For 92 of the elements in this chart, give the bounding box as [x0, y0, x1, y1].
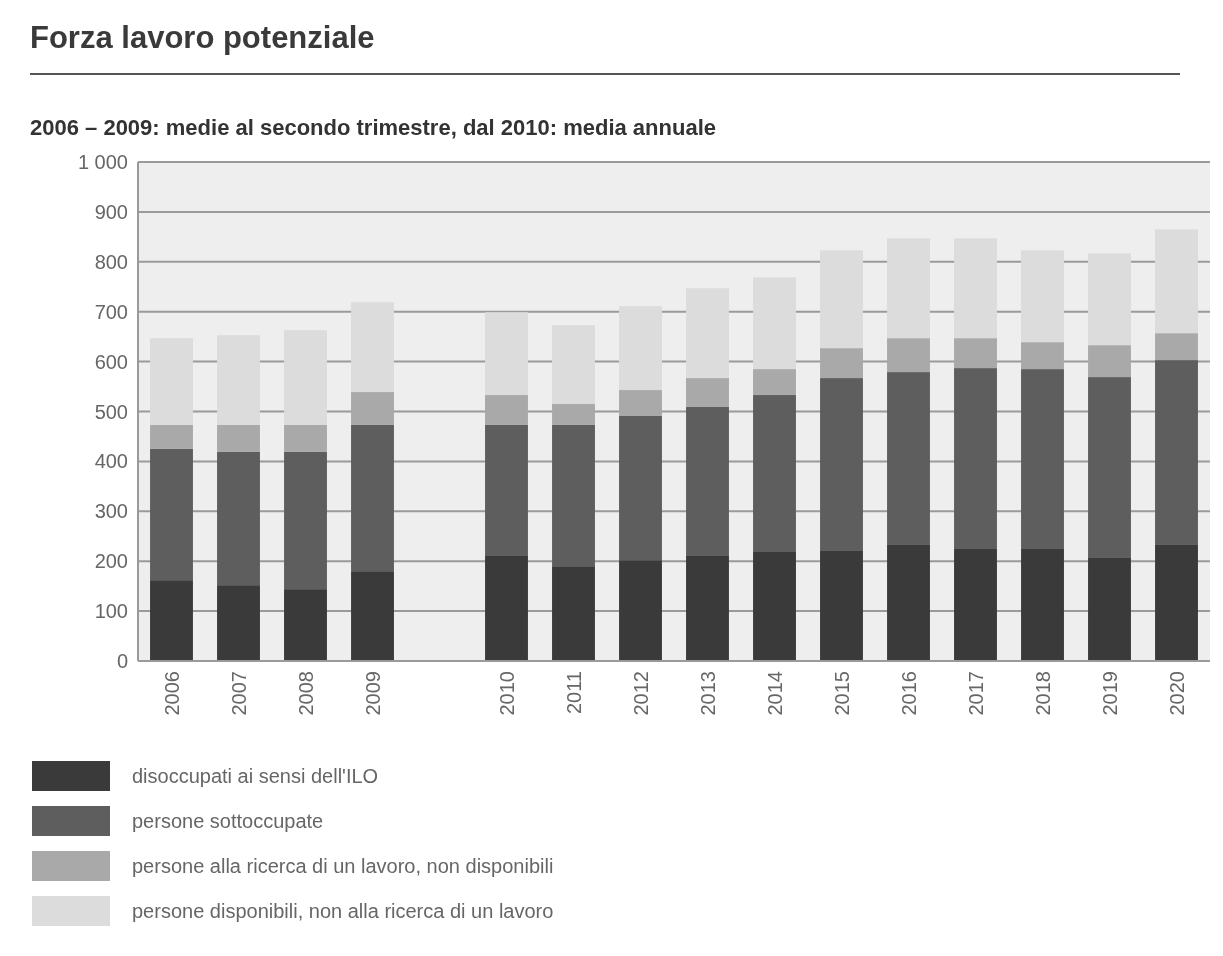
bar — [619, 306, 662, 391]
bar — [686, 407, 729, 556]
x-tick-label: 2014 — [763, 671, 786, 716]
x-tick-label: 2019 — [1098, 671, 1121, 716]
bar — [217, 424, 260, 452]
bar — [887, 338, 930, 373]
x-tick-label: 2008 — [294, 671, 317, 716]
bar — [351, 571, 394, 661]
bar — [485, 424, 528, 556]
x-tick-label: 2018 — [1031, 671, 1054, 716]
bar — [820, 348, 863, 379]
x-tick-label: 2013 — [696, 671, 719, 716]
bar — [485, 555, 528, 661]
bar — [887, 372, 930, 545]
x-tick-label: 2016 — [897, 671, 920, 716]
chart-title: Forza lavoro potenziale — [30, 20, 375, 55]
chart-subtitle: 2006 – 2009: medie al secondo trimestre, dal 2010: media annuale — [30, 115, 716, 140]
bar — [820, 378, 863, 551]
legend-label: persone alla ricerca di un lavoro, non disponibili — [132, 855, 554, 877]
y-tick-label: 200 — [94, 550, 128, 573]
bar — [1088, 345, 1131, 378]
bar — [1088, 253, 1131, 346]
x-tick-label: 2012 — [629, 671, 652, 716]
bar — [820, 550, 863, 661]
bar — [887, 238, 930, 339]
y-tick-label: 300 — [94, 500, 128, 523]
x-tick-label: 2011 — [562, 671, 585, 715]
y-tick-label: 100 — [94, 600, 128, 623]
bar — [954, 368, 997, 549]
bar — [284, 330, 327, 425]
x-tick-label: 2009 — [361, 671, 384, 716]
bar — [351, 392, 394, 425]
legend-label: persone disponibili, non alla ricerca di un lavoro — [132, 900, 554, 922]
bar — [1021, 548, 1064, 661]
bar — [820, 250, 863, 349]
bar — [1155, 333, 1198, 361]
legend-label: persone sottoccupate — [132, 810, 324, 832]
x-tick-label: 2015 — [830, 671, 853, 716]
x-tick-label: 2007 — [227, 671, 250, 716]
bar — [887, 544, 930, 661]
bar — [150, 424, 193, 449]
x-tick-label: 2020 — [1165, 671, 1188, 716]
bar — [217, 585, 260, 661]
x-tick-label: 2010 — [495, 671, 518, 716]
bar — [1021, 369, 1064, 549]
bar — [284, 424, 327, 452]
bar — [552, 424, 595, 567]
y-tick-label: 0 — [116, 650, 128, 672]
bar — [1155, 360, 1198, 545]
bar — [954, 238, 997, 339]
bar — [485, 395, 528, 425]
bar — [686, 288, 729, 379]
x-tick-label: 2006 — [160, 671, 183, 716]
bar — [552, 325, 595, 405]
bar — [954, 548, 997, 661]
bar — [753, 395, 796, 552]
bar — [619, 415, 662, 561]
bar — [351, 302, 394, 393]
bar — [753, 277, 796, 370]
bar — [954, 338, 997, 369]
bar — [1021, 342, 1064, 370]
bar — [619, 560, 662, 661]
bar — [1155, 229, 1198, 334]
bar — [1021, 250, 1064, 343]
bar — [284, 451, 327, 590]
bar — [619, 390, 662, 416]
bar — [753, 369, 796, 396]
y-tick-label: 400 — [94, 450, 128, 473]
y-tick-label: 600 — [94, 350, 128, 373]
y-tick-label: 1 000 — [77, 151, 128, 173]
bar — [217, 451, 260, 586]
bar — [217, 335, 260, 425]
legend-label: disoccupati ai sensi dell'ILO — [132, 765, 379, 787]
y-tick-label: 900 — [94, 200, 128, 223]
bar — [686, 378, 729, 408]
y-tick-label: 500 — [94, 400, 128, 423]
bar — [552, 404, 595, 425]
y-tick-label: 800 — [94, 250, 128, 273]
bar — [686, 555, 729, 661]
bar — [552, 566, 595, 661]
bar — [150, 580, 193, 661]
x-tick-label: 2017 — [964, 671, 987, 716]
bar — [753, 551, 796, 661]
bar — [1088, 377, 1131, 558]
bar — [150, 338, 193, 425]
bar — [485, 312, 528, 396]
bar — [351, 424, 394, 572]
bar — [150, 448, 193, 581]
y-tick-label: 700 — [94, 300, 128, 323]
bar — [1155, 544, 1198, 661]
bar — [284, 589, 327, 661]
bar — [1088, 557, 1131, 661]
